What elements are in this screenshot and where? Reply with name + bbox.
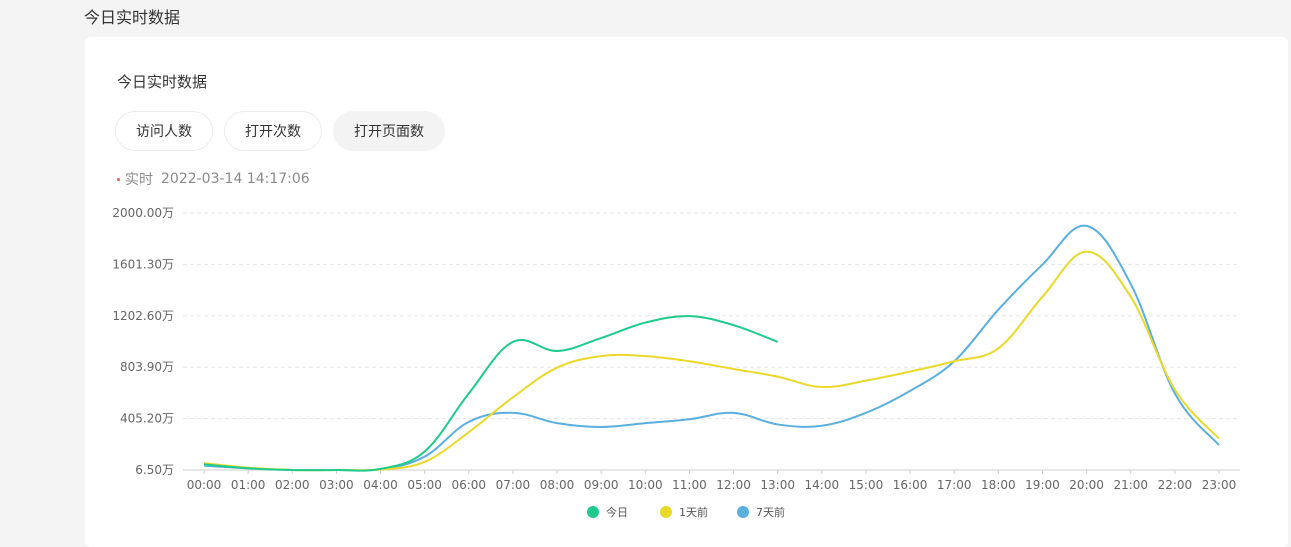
y-tick-label: 803.90万 xyxy=(120,360,174,374)
realtime-label: 实时 xyxy=(125,172,153,188)
line-chart: 2000.00万 1601.30万 1202.60万 803.90万 405.20万 6.… xyxy=(112,206,1240,519)
legend-label: 1天前 xyxy=(679,505,708,519)
y-tick-label: 2000.00万 xyxy=(112,206,174,220)
x-tick-label: 14:00 xyxy=(805,478,840,492)
x-tick-label: 08:00 xyxy=(540,478,575,492)
x-tick-label: 23:00 xyxy=(1202,478,1237,492)
x-tick-label: 10:00 xyxy=(628,478,663,492)
x-tick-label: 22:00 xyxy=(1158,478,1193,492)
card-title: 今日实时数据 xyxy=(117,73,208,91)
x-tick-label: 16:00 xyxy=(893,478,928,492)
legend-marker xyxy=(737,506,749,518)
x-tick-label: 13:00 xyxy=(760,478,795,492)
x-tick-label: 04:00 xyxy=(363,478,398,492)
realtime-indicator: 实时 2022-03-14 14:17:06 xyxy=(117,169,310,189)
legend-label: 7天前 xyxy=(756,505,785,519)
x-tick-label: 15:00 xyxy=(849,478,884,492)
x-tick-label: 20:00 xyxy=(1069,478,1104,492)
live-dot-icon xyxy=(117,177,120,181)
tab-opens[interactable]: 打开次数 xyxy=(224,111,322,151)
realtime-data-card: 今日实时数据 访问人数 打开次数 打开页面数 实时 2022-03-14 14:… xyxy=(85,37,1288,547)
series-line-1-day-ago xyxy=(203,250,1220,472)
x-tick-label: 03:00 xyxy=(319,478,354,492)
legend-marker xyxy=(587,506,599,518)
y-tick-label: 6.50万 xyxy=(135,463,174,477)
x-tick-label: 11:00 xyxy=(672,478,707,492)
x-tick-label: 17:00 xyxy=(937,478,972,492)
y-tick-label: 405.20万 xyxy=(120,412,174,426)
tab-visitors[interactable]: 访问人数 xyxy=(115,111,213,151)
x-tick-label: 00:00 xyxy=(187,478,222,492)
page-title: 今日实时数据 xyxy=(84,8,181,27)
series-line-today xyxy=(203,315,779,472)
legend-label: 今日 xyxy=(606,505,628,519)
x-tick-label: 21:00 xyxy=(1113,478,1148,492)
x-tick-label: 06:00 xyxy=(451,478,486,492)
x-tick-label: 07:00 xyxy=(496,478,531,492)
x-tick-label: 09:00 xyxy=(584,478,619,492)
metric-tabs: 访问人数 打开次数 打开页面数 xyxy=(115,111,445,151)
x-tick-label: 02:00 xyxy=(275,478,310,492)
x-tick-label: 01:00 xyxy=(231,478,266,492)
x-tick-label: 05:00 xyxy=(407,478,442,492)
legend-marker xyxy=(660,506,672,518)
tab-page-opens[interactable]: 打开页面数 xyxy=(333,111,445,151)
series-line-7-days-ago xyxy=(203,224,1220,472)
y-tick-label: 1202.60万 xyxy=(112,309,174,323)
realtime-timestamp: 2022-03-14 14:17:06 xyxy=(161,171,310,187)
x-tick-label: 12:00 xyxy=(716,478,751,492)
x-tick-label: 18:00 xyxy=(981,478,1016,492)
x-tick-label: 19:00 xyxy=(1025,478,1060,492)
y-tick-label: 1601.30万 xyxy=(112,257,174,271)
